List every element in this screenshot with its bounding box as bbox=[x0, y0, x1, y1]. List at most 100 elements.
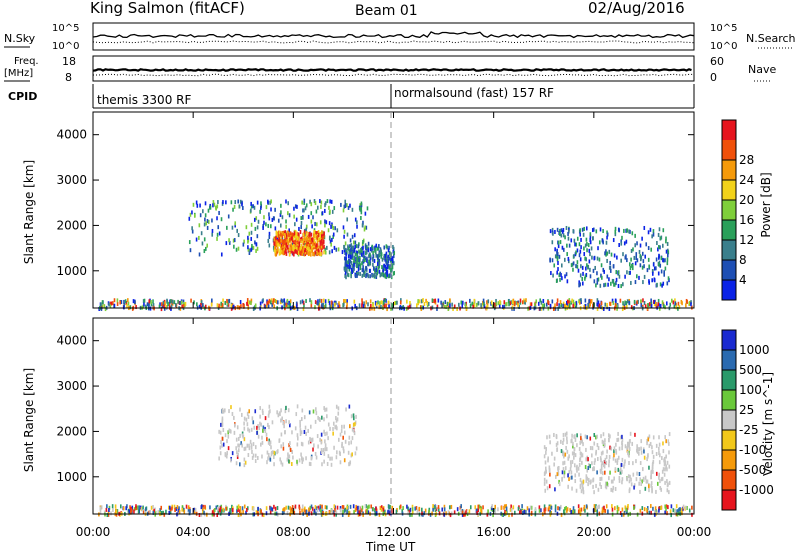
data-cell bbox=[672, 508, 675, 513]
data-cell bbox=[639, 477, 642, 482]
data-cell bbox=[230, 405, 232, 410]
data-cell bbox=[101, 300, 104, 305]
data-cell bbox=[573, 447, 576, 452]
data-cell bbox=[347, 512, 350, 517]
data-cell bbox=[356, 253, 358, 258]
data-cell bbox=[274, 207, 276, 212]
data-cell bbox=[363, 272, 365, 277]
data-cell bbox=[592, 227, 595, 232]
data-cell bbox=[301, 504, 304, 509]
data-cell bbox=[206, 512, 208, 517]
data-cell bbox=[165, 509, 167, 514]
data-cell bbox=[203, 222, 206, 227]
data-cell bbox=[348, 251, 351, 256]
data-cell bbox=[587, 457, 589, 462]
data-cell bbox=[220, 422, 222, 427]
data-cell bbox=[645, 479, 648, 484]
data-cell bbox=[602, 306, 605, 311]
data-cell bbox=[259, 414, 261, 419]
data-cell bbox=[326, 414, 328, 419]
data-cell bbox=[302, 300, 305, 305]
data-cell bbox=[347, 450, 350, 455]
data-cell bbox=[321, 230, 323, 235]
data-cell bbox=[374, 300, 377, 305]
data-cell bbox=[608, 265, 611, 270]
data-cell bbox=[566, 436, 568, 441]
data-cell bbox=[287, 211, 289, 216]
data-cell bbox=[681, 511, 683, 516]
data-cell bbox=[152, 299, 154, 304]
data-cell bbox=[188, 511, 191, 516]
data-cell bbox=[185, 504, 188, 509]
data-cell bbox=[314, 244, 317, 249]
data-cell bbox=[648, 510, 651, 515]
data-cell bbox=[358, 260, 360, 265]
data-cell bbox=[301, 459, 304, 464]
data-cell bbox=[310, 237, 312, 242]
data-cell bbox=[688, 508, 691, 513]
data-cell bbox=[495, 298, 497, 303]
data-cell bbox=[668, 450, 670, 455]
data-cell bbox=[259, 406, 261, 411]
data-cell bbox=[277, 243, 279, 248]
data-cell bbox=[662, 228, 665, 233]
nsky-top-tick: 10^5 bbox=[52, 23, 79, 34]
data-cell bbox=[270, 445, 272, 450]
data-cell bbox=[323, 459, 325, 464]
data-cell bbox=[280, 418, 282, 423]
data-cell bbox=[336, 505, 339, 510]
data-cell bbox=[345, 256, 347, 261]
data-cell bbox=[267, 452, 270, 457]
data-cell bbox=[617, 283, 620, 288]
data-cell bbox=[279, 240, 281, 245]
data-cell bbox=[556, 447, 559, 452]
data-cell bbox=[306, 250, 308, 255]
data-cell bbox=[574, 437, 577, 442]
data-cell bbox=[587, 264, 590, 269]
data-cell bbox=[373, 258, 376, 263]
data-cell bbox=[354, 252, 357, 257]
data-cell bbox=[438, 511, 441, 516]
data-cell bbox=[228, 409, 230, 414]
data-cell bbox=[269, 300, 272, 305]
data-cell bbox=[617, 437, 620, 442]
x-tick-label: 16:00 bbox=[476, 525, 511, 539]
data-cell bbox=[235, 437, 238, 442]
data-cell bbox=[548, 434, 551, 439]
data-cell bbox=[312, 447, 314, 452]
data-cell bbox=[230, 200, 233, 205]
data-cell bbox=[589, 446, 592, 451]
data-cell bbox=[191, 210, 193, 215]
data-cell bbox=[128, 511, 130, 516]
data-cell bbox=[352, 268, 354, 273]
data-cell bbox=[245, 510, 247, 515]
data-cell bbox=[594, 265, 596, 270]
data-cell bbox=[644, 475, 647, 480]
data-cell bbox=[123, 299, 125, 304]
data-cell bbox=[198, 513, 201, 518]
data-cell bbox=[639, 254, 642, 259]
data-cell bbox=[612, 279, 614, 284]
data-cell bbox=[557, 306, 559, 311]
data-cell bbox=[269, 457, 272, 462]
data-cell bbox=[267, 304, 270, 309]
data-cell bbox=[563, 474, 566, 479]
data-cell bbox=[265, 304, 268, 309]
data-cell bbox=[202, 504, 204, 509]
data-cell bbox=[618, 228, 621, 233]
data-cell bbox=[643, 274, 646, 279]
data-cell bbox=[628, 446, 631, 451]
data-cell bbox=[585, 257, 588, 262]
data-cell bbox=[361, 261, 363, 266]
data-cell bbox=[575, 250, 577, 255]
data-cell bbox=[278, 251, 281, 256]
data-cell bbox=[324, 299, 327, 304]
data-cell bbox=[123, 305, 125, 310]
data-cell bbox=[327, 454, 330, 459]
data-cell bbox=[294, 249, 296, 254]
data-cell bbox=[647, 257, 650, 262]
data-cell bbox=[472, 302, 475, 307]
data-cell bbox=[421, 305, 423, 310]
data-cell bbox=[357, 505, 359, 510]
data-cell bbox=[390, 256, 393, 261]
